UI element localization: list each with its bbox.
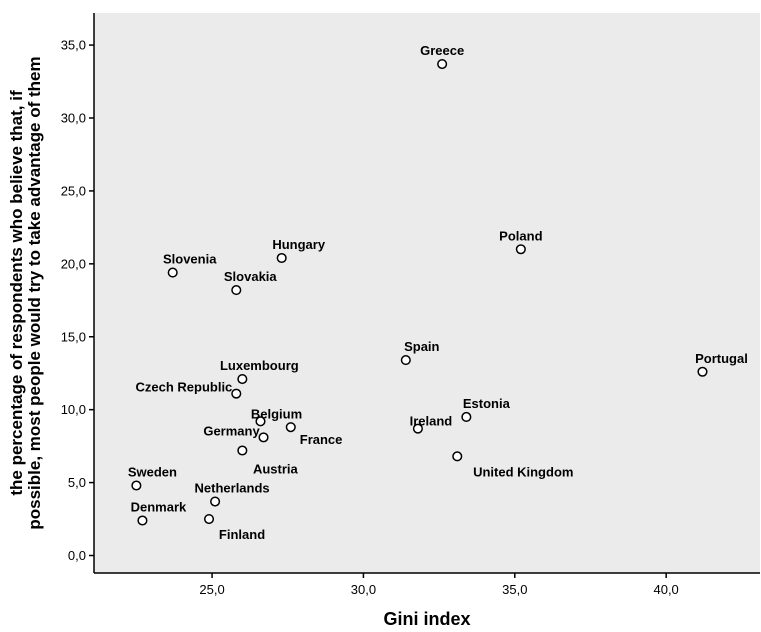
data-point-label: Estonia xyxy=(463,396,511,411)
data-point-marker xyxy=(210,496,221,507)
data-point-marker xyxy=(167,267,178,278)
data-point-marker xyxy=(231,388,242,399)
data-point-label: Czech Republic xyxy=(135,380,232,395)
y-tick-label: 25,0 xyxy=(61,183,86,198)
y-tick-label: 20,0 xyxy=(61,256,86,271)
data-point-marker xyxy=(515,244,526,255)
x-tick-label: 25,0 xyxy=(199,582,224,597)
data-point-marker xyxy=(131,480,142,491)
data-point-label: Finland xyxy=(219,527,265,542)
data-point-label: Ireland xyxy=(410,414,453,429)
data-point-label: Netherlands xyxy=(195,481,270,496)
y-axis-title: the percentage of respondents who believ… xyxy=(7,56,44,529)
data-point-marker xyxy=(461,411,472,423)
data-point-marker xyxy=(237,445,248,456)
data-points: Greece Poland Hungary Slovenia Slovakia Spain… xyxy=(128,43,748,542)
y-axis-title-line-1: the percentage of respondents who believ… xyxy=(7,90,26,496)
x-tick-label: 30,0 xyxy=(351,582,376,597)
y-tick-label: 15,0 xyxy=(61,329,86,344)
data-point-label: France xyxy=(300,432,343,447)
data-point-marker xyxy=(412,423,423,434)
data-point-label: Poland xyxy=(499,228,542,243)
y-tick-label: 35,0 xyxy=(61,38,86,53)
data-point-marker xyxy=(231,285,242,296)
x-ticks: 25,0 30,0 35,0 40,0 xyxy=(199,573,679,597)
data-point-label: Belgium xyxy=(251,406,302,421)
x-axis-title: Gini index xyxy=(383,609,470,629)
data-point-marker xyxy=(285,422,296,433)
y-axis-title-line-2: possible, most people would try to take … xyxy=(25,56,44,529)
y-tick-label: 5,0 xyxy=(68,475,86,490)
data-point-marker xyxy=(452,451,463,462)
x-tick-label: 40,0 xyxy=(653,582,678,597)
data-point-label: Sweden xyxy=(128,465,177,480)
data-point-marker xyxy=(137,515,148,526)
data-point-label: United Kingdom xyxy=(473,464,573,479)
y-tick-label: 10,0 xyxy=(61,402,86,417)
y-tick-label: 30,0 xyxy=(61,111,86,126)
x-tick-label: 35,0 xyxy=(502,582,527,597)
data-point-marker xyxy=(258,432,269,443)
data-point-marker xyxy=(697,366,708,377)
data-point-marker xyxy=(203,513,215,525)
y-ticks: 0,0 5,0 10,0 15,0 20,0 25,0 30,0 35,0 xyxy=(61,38,94,563)
data-point-label: Austria xyxy=(253,462,299,477)
data-point-marker xyxy=(237,373,248,385)
data-point-marker xyxy=(255,416,266,427)
data-point-label: Greece xyxy=(420,43,464,58)
data-point-label: Spain xyxy=(404,339,439,354)
data-point-label: Portugal xyxy=(695,351,748,366)
data-point-label: Denmark xyxy=(131,500,187,515)
data-point-label: Slovenia xyxy=(163,252,217,267)
data-point-label: Luxembourg xyxy=(220,358,299,373)
data-point-marker xyxy=(276,252,287,264)
y-tick-label: 0,0 xyxy=(68,548,86,563)
data-point-label: Hungary xyxy=(272,237,326,252)
plot-area xyxy=(94,13,760,573)
data-point-marker xyxy=(437,58,448,70)
data-point-label: Germany xyxy=(203,423,260,438)
data-point-marker xyxy=(400,355,411,366)
data-point-label: Slovakia xyxy=(224,269,278,284)
